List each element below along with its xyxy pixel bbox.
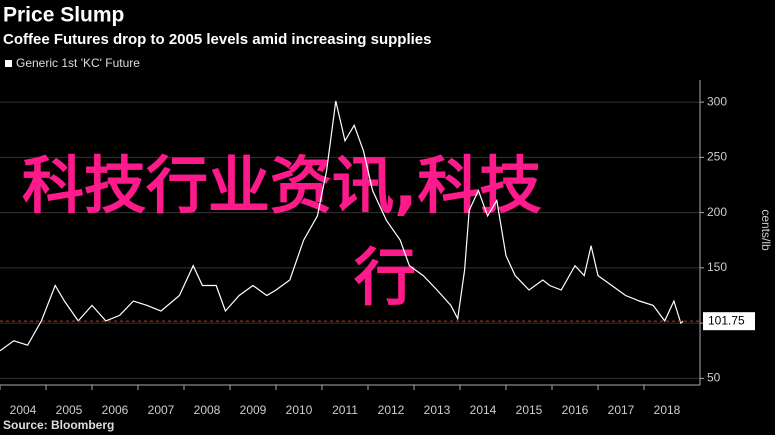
watermark: 行 <box>354 241 416 314</box>
source: Source: Bloomberg <box>3 418 114 432</box>
x-tick-label: 2011 <box>332 403 358 417</box>
y-tick-label: 250 <box>707 150 727 164</box>
x-tick-label: 2007 <box>148 403 175 417</box>
x-tick-label: 2004 <box>10 403 37 417</box>
watermark: 科技行业资讯,科技 <box>22 149 542 222</box>
x-tick-label: 2012 <box>378 403 405 417</box>
x-tick-label: 2010 <box>286 403 313 417</box>
last-value-box <box>703 312 755 331</box>
y-tick-label: 150 <box>707 260 727 274</box>
y-tick-label: 50 <box>707 371 721 385</box>
x-tick-label: 2005 <box>56 403 83 417</box>
line <box>0 100 684 352</box>
x-tick-label: 2008 <box>194 403 221 417</box>
last-value-label: 101.75 <box>708 313 745 327</box>
chart-title: Price Slump <box>3 4 124 27</box>
x-tick-label: 2014 <box>470 403 497 417</box>
x-tick-label: 2018 <box>654 403 681 417</box>
y-axis-label: cents/lb <box>759 209 773 251</box>
x-tick-label: 2015 <box>516 403 543 417</box>
x-tick-label: 2009 <box>240 403 267 417</box>
legend-swatch <box>5 60 12 67</box>
y-tick-label: 200 <box>707 205 727 219</box>
x-tick-label: 2006 <box>102 403 129 417</box>
x-tick-label: 2017 <box>608 403 635 417</box>
chart-subtitle: Coffee Futures drop to 2005 levels amid … <box>3 31 431 48</box>
y-tick-label: 300 <box>707 94 727 108</box>
x-tick-label: 2013 <box>424 403 451 417</box>
x-tick-label: 2016 <box>562 403 589 417</box>
legend-label: Generic 1st 'KC' Future <box>16 56 140 70</box>
